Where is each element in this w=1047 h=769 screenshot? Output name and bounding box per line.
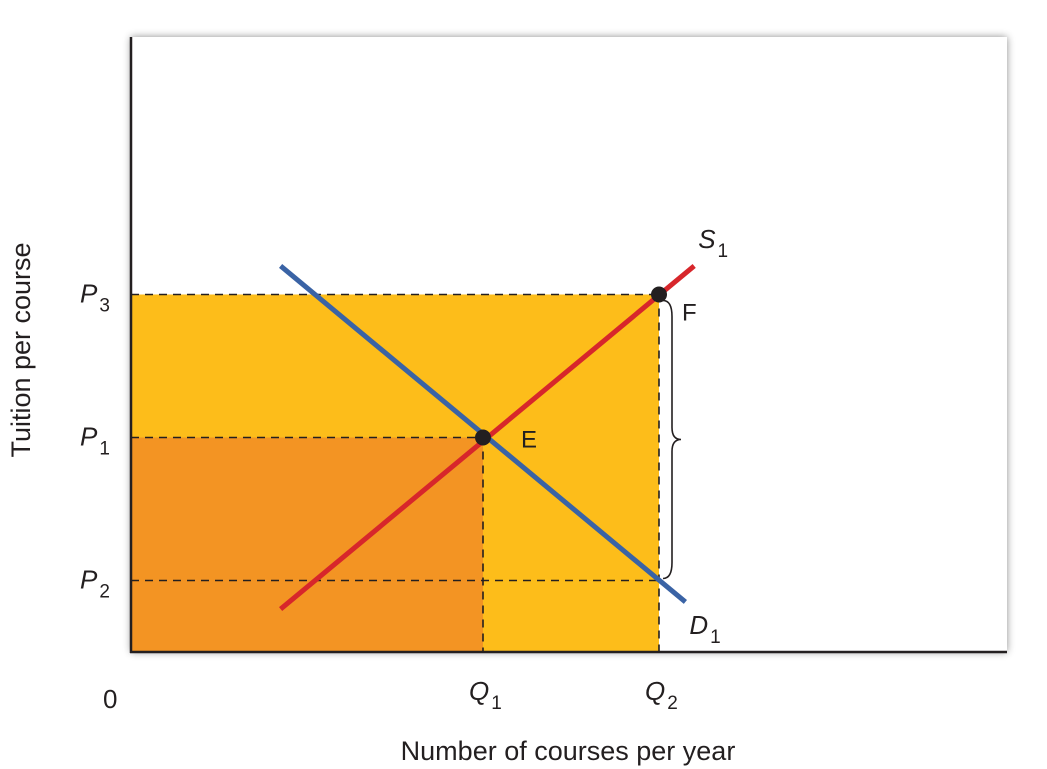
labels: P 3 P 1 P 2 Q 1 Q 2 S 1 D 1 E F [80,224,728,714]
point-markers [475,286,667,446]
point-e-marker [475,429,491,446]
x-axis-title: Number of courses per year [401,736,736,766]
brace [662,299,682,580]
curly-brace [662,299,682,580]
shaded-areas [131,294,659,652]
dashed-guide-lines [131,293,660,652]
y-axis-title: Tuition per course [6,242,36,457]
point-label-f: F [682,300,697,327]
origin-label: 0 [103,684,117,714]
axes [129,37,1007,654]
orange-area-rect [131,437,483,652]
point-label-e: E [521,427,537,454]
point-f-marker [651,286,667,303]
